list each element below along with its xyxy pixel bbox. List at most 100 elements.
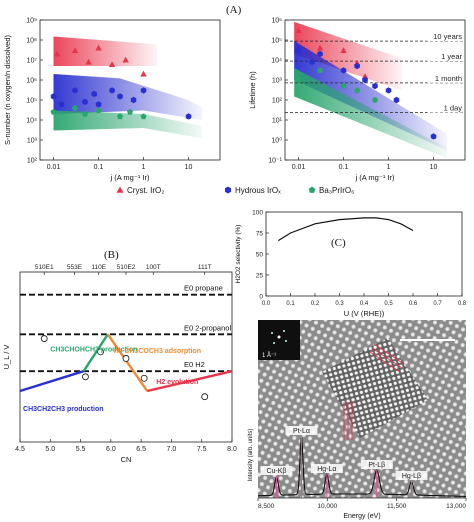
snumber-point — [95, 44, 102, 51]
snumber-point — [58, 101, 65, 108]
cryst-iro2-band — [53, 36, 158, 66]
x-tick-label: 0.7 — [433, 301, 442, 307]
lifetime-point — [340, 47, 347, 54]
plot-frame — [265, 211, 463, 297]
fft-inset-label: 1 Å⁻¹ — [262, 352, 276, 359]
panel-label-b: (B) — [104, 249, 119, 261]
top-label: 510E2 — [117, 264, 136, 271]
x-tick-label: 13,000 — [446, 503, 466, 510]
reference-label: 1 month — [435, 74, 462, 83]
y-tick-label: 10³ — [272, 78, 283, 85]
y-tick-label: 10⁶ — [271, 18, 282, 25]
y-tick-label: 10⁶ — [26, 78, 37, 85]
panel-label-a: (A) — [226, 4, 242, 16]
x-tick-label: 7.0 — [167, 446, 177, 453]
lifetime-point — [361, 73, 369, 80]
x-tick-label: 0.8 — [458, 301, 467, 307]
snumber-point — [140, 70, 147, 77]
cryst-iro2-band — [294, 21, 403, 91]
x-tick-label: 0.6 — [409, 301, 418, 307]
x-tick-label: 0.01 — [47, 164, 61, 171]
x-tick-label: 10,000 — [317, 503, 337, 510]
xrf-y-label: Intensity (arb. units) — [248, 429, 254, 482]
lifetime-point — [372, 82, 378, 90]
snumber-y-label: S-number (n oxygen/n dissolved) — [3, 34, 12, 145]
y-tick-label: 10⁴ — [271, 58, 282, 65]
selectivity-chart: 0.0 0.1 0.2 0.3 0.4 0.5 0.6 0.7 0.8 0 25 50 75 100 U … — [235, 210, 467, 319]
reference-label: 1 day — [444, 103, 463, 112]
ul-y-label: U_L / V — [2, 345, 11, 370]
snumber-point — [50, 108, 57, 115]
ul-annotation: H2 evolution — [156, 379, 198, 386]
x-tick-label: 6.0 — [106, 446, 116, 453]
x-tick-label: 10 — [430, 164, 438, 171]
lifetime-x-label: j (A mg⁻¹ Ir) — [355, 173, 395, 182]
snumber-point — [116, 113, 124, 120]
top-label: 553E — [67, 264, 83, 271]
ul-point — [97, 348, 104, 356]
y-tick-label: 100 — [252, 210, 263, 217]
x-tick-label: 7.5 — [197, 446, 207, 453]
plot-frame — [39, 19, 221, 161]
reference-label: E0 H2 — [184, 360, 205, 369]
lifetime-point — [354, 87, 361, 94]
xrf-peak-label: Cu-Kβ — [266, 468, 286, 475]
lattice-markers — [343, 343, 405, 440]
y-tick-label: 50 — [256, 252, 264, 259]
snumber-point — [82, 98, 88, 106]
x-tick-label: 0.3 — [335, 301, 344, 307]
reference-label-bg — [427, 74, 463, 83]
fft-spot — [273, 342, 275, 344]
reference-label: 10 years — [433, 32, 462, 41]
fft-spot — [283, 330, 285, 332]
selectivity-line — [277, 217, 414, 242]
x-tick-label: 8,500 — [258, 503, 275, 510]
top-label: 111T — [198, 264, 212, 271]
y-tick-label: 10⁹ — [26, 18, 37, 25]
snumber-point — [50, 93, 57, 100]
x-tick-label: 0.5 — [384, 301, 393, 307]
snumber-point — [95, 107, 102, 114]
ul-annotation: CH3CH2CH3 production — [23, 406, 104, 413]
reference-label-bg — [427, 53, 463, 62]
x-tick-label: 0.1 — [94, 164, 104, 171]
x-tick-label: 8.0 — [227, 446, 237, 453]
lifetime-point — [317, 50, 323, 58]
legend-a: Cryst. IrO₂ Hydrous IrOₓ Ba₃PrIrO₆ — [116, 186, 354, 195]
snumber-point — [108, 61, 116, 67]
x-tick-label: 0.2 — [311, 301, 320, 307]
snumber-point — [71, 104, 79, 111]
legend-marker — [308, 186, 316, 193]
legend-marker — [224, 186, 232, 194]
y-tick-label: 0 — [259, 294, 263, 301]
fft-inset — [258, 320, 300, 360]
xrf-peak-label: Pt-Lα — [293, 428, 310, 435]
snumber-point — [140, 87, 147, 94]
snumber-point — [122, 56, 129, 63]
lifetime-point — [340, 82, 347, 89]
ul-series-line — [106, 333, 149, 392]
selectivity-y-label: H2O2 selectivity (%) — [235, 225, 242, 284]
x-tick-label: 0.1 — [286, 301, 295, 307]
y-tick-label: 10⁵ — [271, 38, 282, 45]
reference-label-bg — [427, 104, 463, 113]
y-tick-label: 25 — [256, 273, 264, 280]
x-tick-label: 0.4 — [360, 301, 369, 307]
x-tick-label: 1 — [387, 164, 391, 171]
snumber-point — [117, 93, 123, 100]
lifetime-point — [295, 27, 302, 34]
legend-label: Ba₃PrIrO₆ — [319, 186, 354, 195]
y-tick-label: 10² — [27, 158, 38, 165]
legend-label: Hydrous IrOₓ — [235, 186, 281, 195]
ul-point — [140, 374, 148, 382]
x-tick-label: 0.0 — [262, 301, 271, 307]
snumber-point — [91, 90, 97, 98]
snumber-point — [126, 108, 134, 115]
y-tick-label: 10² — [272, 98, 283, 105]
fft-spot — [277, 335, 281, 339]
selectivity-x-label: U (V (RHE)) — [344, 309, 385, 318]
ul-cn-chart: E0 propane E0 2-propanol E0 H2 4.5 5.0 5.5 6.… — [2, 264, 237, 464]
snumber-chart: 0.01 0.1 1 10 10² 10³ 10⁴ 10⁵ 10⁶ 10⁷ 10⁸ 10⁹ j (A … — [3, 18, 221, 182]
y-tick-label: 10⁷ — [27, 58, 38, 65]
x-tick-label: 4.5 — [15, 446, 25, 453]
